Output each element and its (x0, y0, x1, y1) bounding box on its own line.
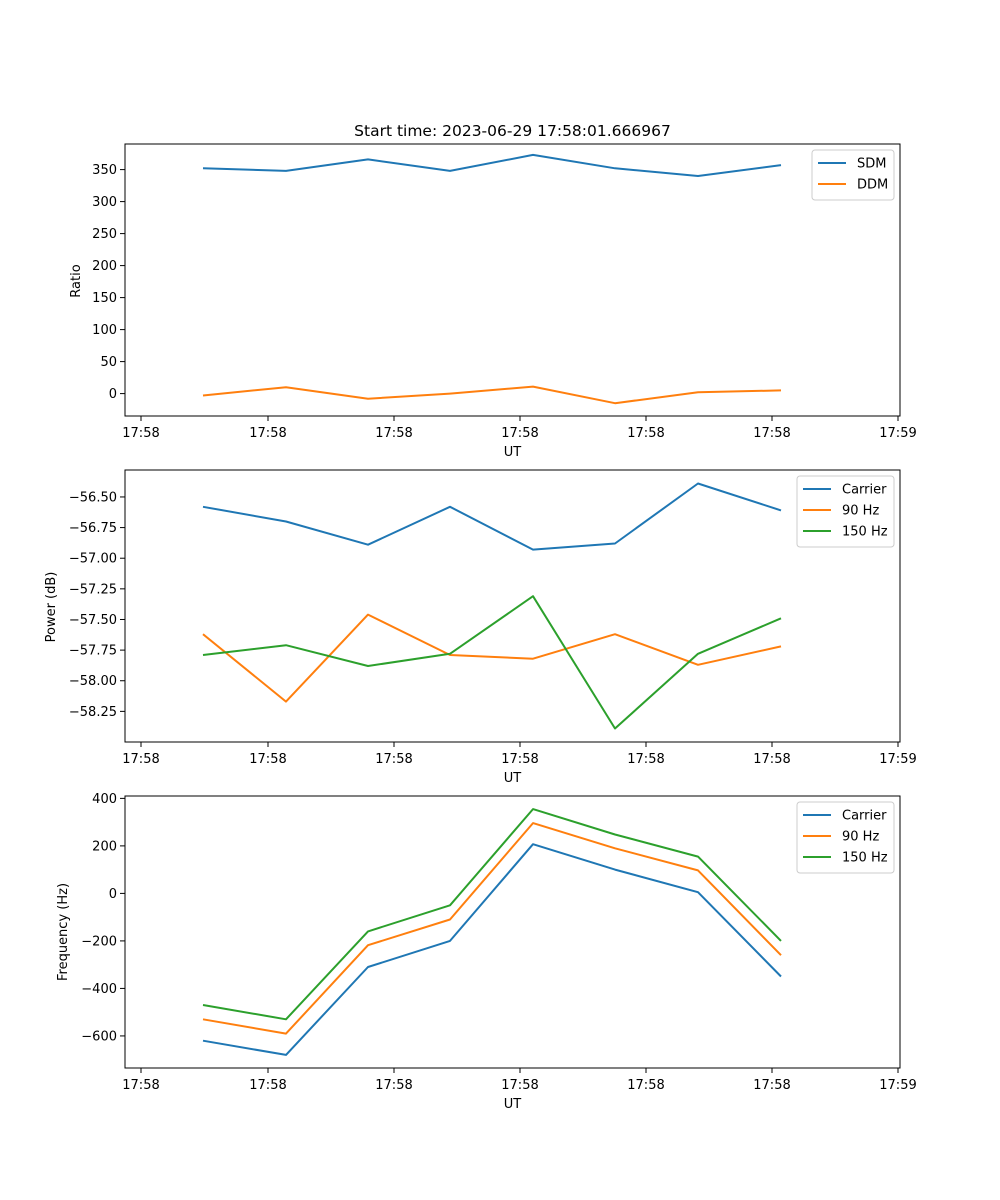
power-x-tick-label: 17:58 (501, 752, 538, 767)
ratio-y-tick-label: 50 (100, 355, 117, 370)
frequency-x-tick-label: 17:58 (249, 1078, 286, 1093)
ratio-y-tick-label: 0 (109, 387, 117, 402)
power-x-axis-label: UT (504, 771, 522, 786)
frequency-legend-label-2: 150 Hz (842, 851, 888, 866)
frequency-y-tick-label: −400 (81, 982, 117, 997)
power-x-tick-label: 17:58 (249, 752, 286, 767)
frequency-series-line-1 (202, 822, 782, 1035)
ratio-plot-area: 0 50 100 150 200 250 300 350 17:58 17:58 17:58 17:5… (92, 143, 917, 441)
power-x-tick-label: 17:58 (627, 752, 664, 767)
frequency-x-tick-label: 17:59 (879, 1078, 916, 1093)
ratio-x-tick-label: 17:58 (627, 426, 664, 441)
power-y-tick-label: −57.25 (69, 582, 117, 597)
frequency-y-tick-label: 400 (92, 792, 117, 807)
frequency-x-tick-label: 17:58 (375, 1078, 412, 1093)
frequency-x-tick-label: 17:58 (627, 1078, 664, 1093)
frequency-series-line-0 (202, 843, 782, 1056)
frequency-panel: −600 −400 −200 0 200 400 17:58 17:58 17:58 17:58 1… (56, 792, 917, 1112)
ratio-x-tick-label: 17:58 (122, 426, 159, 441)
ratio-y-axis-label: Ratio (69, 264, 84, 297)
ratio-x-tick-label: 17:59 (879, 426, 916, 441)
ratio-series-line-0 (202, 153, 782, 177)
frequency-y-tick-label: −200 (81, 934, 117, 949)
frequency-y-tick-label: 0 (109, 887, 117, 902)
frequency-legend-box (796, 801, 895, 874)
power-y-tick-label: −58.25 (69, 705, 117, 720)
power-series-line-0 (202, 482, 782, 551)
chart-title: Start time: 2023-06-29 17:58:01.666967 (354, 122, 671, 140)
power-y-tick-label: −58.00 (69, 674, 117, 689)
power-series-line-1 (202, 613, 782, 703)
frequency-legend-label-0: Carrier (842, 809, 887, 824)
ratio-y-tick-label: 150 (92, 291, 117, 306)
power-legend: Carrier 90 Hz 150 Hz (796, 475, 895, 548)
power-x-tick-label: 17:58 (375, 752, 412, 767)
ratio-y-tick-label: 100 (92, 323, 117, 338)
power-legend-label-1: 90 Hz (842, 504, 879, 519)
power-y-tick-label: −56.50 (69, 490, 117, 505)
frequency-plot-area: −600 −400 −200 0 200 400 17:58 17:58 17:58 17:58 1… (81, 792, 916, 1093)
frequency-x-tick-label: 17:58 (753, 1078, 790, 1093)
frequency-y-tick-label: 200 (92, 839, 117, 854)
frequency-x-tick-label: 17:58 (122, 1078, 159, 1093)
frequency-y-axis-label: Frequency (Hz) (56, 883, 71, 981)
power-legend-label-2: 150 Hz (842, 525, 888, 540)
power-legend-box (796, 475, 895, 548)
ratio-panel: Start time: 2023-06-29 17:58:01.666967 0… (69, 122, 917, 460)
frequency-y-tick-label: −600 (81, 1029, 117, 1044)
frequency-legend-label-1: 90 Hz (842, 830, 879, 845)
power-legend-label-0: Carrier (842, 483, 887, 498)
frequency-axes-frame (124, 795, 901, 1069)
power-axes-frame (124, 469, 901, 743)
ratio-legend-label-1: DDM (857, 178, 888, 193)
ratio-x-tick-label: 17:58 (501, 426, 538, 441)
ratio-y-tick-label: 200 (92, 259, 117, 274)
power-y-tick-label: −57.75 (69, 644, 117, 659)
power-x-tick-label: 17:58 (753, 752, 790, 767)
ratio-legend: SDM DDM (811, 149, 895, 201)
power-y-axis-label: Power (dB) (44, 572, 59, 643)
frequency-x-axis-label: UT (504, 1097, 522, 1112)
ratio-x-tick-label: 17:58 (249, 426, 286, 441)
power-panel: −58.25 −58.00 −57.75 −57.50 −57.25 −57.00 −56.… (44, 469, 917, 786)
ratio-x-tick-label: 17:58 (753, 426, 790, 441)
ratio-y-tick-label: 300 (92, 195, 117, 210)
power-y-tick-label: −56.75 (69, 521, 117, 536)
power-x-tick-label: 17:59 (879, 752, 916, 767)
frequency-legend: Carrier 90 Hz 150 Hz (796, 801, 895, 874)
frequency-series-line-2 (202, 808, 782, 1021)
ratio-x-tick-label: 17:58 (375, 426, 412, 441)
ratio-y-tick-label: 250 (92, 227, 117, 242)
ratio-x-axis-label: UT (504, 445, 522, 460)
ratio-y-tick-label: 350 (92, 163, 117, 178)
frequency-x-tick-label: 17:58 (501, 1078, 538, 1093)
ratio-series-line-1 (202, 385, 782, 405)
power-y-tick-label: −57.50 (69, 613, 117, 628)
power-series-line-2 (202, 595, 782, 730)
ratio-legend-label-0: SDM (857, 157, 886, 172)
ratio-axes-frame (124, 143, 901, 417)
power-x-tick-label: 17:58 (122, 752, 159, 767)
power-y-tick-label: −57.00 (69, 552, 117, 567)
power-plot-area: −58.25 −58.00 −57.75 −57.50 −57.25 −57.00 −56.… (69, 469, 917, 767)
